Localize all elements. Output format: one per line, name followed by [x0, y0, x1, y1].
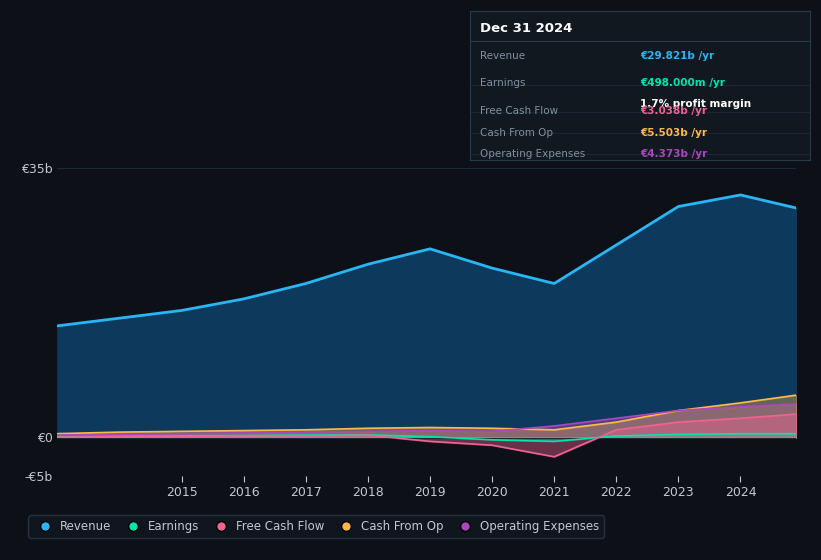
Text: €3.038b /yr: €3.038b /yr [640, 106, 707, 116]
Text: Free Cash Flow: Free Cash Flow [479, 106, 558, 116]
Text: €498.000m /yr: €498.000m /yr [640, 78, 725, 88]
Text: Revenue: Revenue [479, 52, 525, 61]
Legend: Revenue, Earnings, Free Cash Flow, Cash From Op, Operating Expenses: Revenue, Earnings, Free Cash Flow, Cash … [28, 515, 604, 538]
Text: €4.373b /yr: €4.373b /yr [640, 149, 707, 159]
Text: €29.821b /yr: €29.821b /yr [640, 52, 714, 61]
Text: Earnings: Earnings [479, 78, 525, 88]
Text: 1.7% profit margin: 1.7% profit margin [640, 99, 751, 109]
Text: Operating Expenses: Operating Expenses [479, 149, 585, 159]
Text: €5.503b /yr: €5.503b /yr [640, 128, 707, 138]
Text: Dec 31 2024: Dec 31 2024 [479, 22, 572, 35]
Text: Cash From Op: Cash From Op [479, 128, 553, 138]
